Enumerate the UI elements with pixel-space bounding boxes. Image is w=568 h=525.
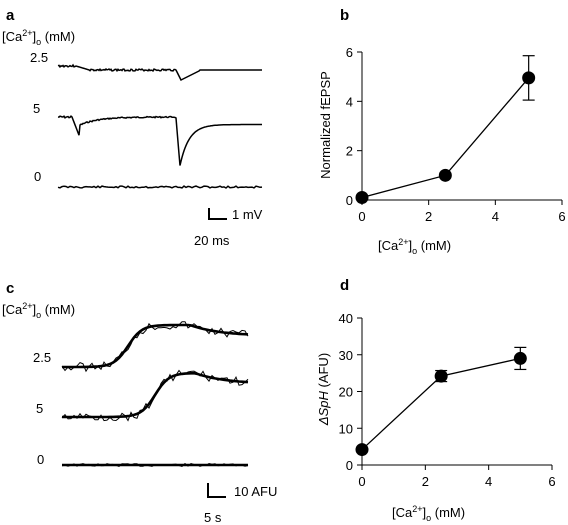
panel-d-ytick-label-10: 10 <box>339 421 353 436</box>
panel-b-point-1 <box>438 168 452 182</box>
panel-c-label-5: 5 <box>36 401 43 416</box>
panel-d-xtick-label-6: 6 <box>548 474 555 489</box>
panel-c-label-2.5: 2.5 <box>33 350 51 365</box>
panel-c-scalebar-x-label: 5 s <box>204 510 222 525</box>
panel-c-label-0: 0 <box>37 452 44 467</box>
panel-b-ytick-label-4: 4 <box>346 94 353 109</box>
panel-d-point-1 <box>434 369 448 383</box>
panel-b: b [Ca2+]o (mM) Normalized fEPSP 0 2 4 6 0 2 4 6 <box>318 7 566 256</box>
panel-b-xtick-label-6: 6 <box>558 209 565 224</box>
panel-d-ytick-label-30: 30 <box>339 348 353 363</box>
panel-a-label-5: 5 <box>33 101 40 116</box>
panel-b-xtick-label-4: 4 <box>492 209 499 224</box>
panel-a-trace-5 <box>57 115 262 166</box>
panel-d: d [Ca2+]o (mM) ΔSpH (AFU) 0 2 4 6 0 10 20 30 40 <box>316 277 556 523</box>
panel-a-trace-0 <box>57 185 263 189</box>
panel-d-ytick-label-20: 20 <box>339 385 353 400</box>
panel-c-trace-2.5-raw <box>61 321 249 373</box>
panel-d-xtick-label-0: 0 <box>358 474 365 489</box>
panel-b-xlabel: [Ca2+]o (mM) <box>378 237 451 256</box>
panel-a-letter: a <box>6 7 15 24</box>
panel-c-letter: c <box>6 280 14 297</box>
panel-d-ytick-label-40: 40 <box>339 311 353 326</box>
panel-d-ylabel: ΔSpH (AFU) <box>316 353 331 426</box>
panel-d-xtick-label-4: 4 <box>485 474 492 489</box>
panel-d-point-0 <box>355 443 369 457</box>
panel-b-ytick-label-6: 6 <box>346 45 353 60</box>
panel-d-point-2 <box>513 351 527 365</box>
panel-d-xlabel: [Ca2+]o (mM) <box>392 504 465 523</box>
panel-b-xtick-label-0: 0 <box>358 209 365 224</box>
panel-c-scalebar <box>207 483 226 498</box>
panel-a-scalebar <box>208 208 227 220</box>
panel-a: a [Ca2+]o (mM) 2.5 5 0 1 mV 20 ms <box>2 7 263 248</box>
panel-c-scalebar-y-label: 10 AFU <box>234 484 277 499</box>
panel-a-label-2.5: 2.5 <box>30 50 48 65</box>
panel-a-trace-2.5 <box>57 63 262 82</box>
panel-a-label-0: 0 <box>34 169 41 184</box>
panel-b-ytick-label-2: 2 <box>346 144 353 159</box>
panel-d-ytick-label-0: 0 <box>346 458 353 473</box>
panel-b-letter: b <box>340 7 349 24</box>
panel-a-scalebar-y-label: 1 mV <box>232 207 263 222</box>
panel-d-letter: d <box>340 277 349 294</box>
panel-d-xtick-label-2: 2 <box>422 474 429 489</box>
panel-c-header: [Ca2+]o (mM) <box>2 301 75 320</box>
panel-c: c [Ca2+]o (mM) 2.5 5 0 10 AFU 5 s <box>2 280 277 525</box>
panel-b-xtick-label-2: 2 <box>425 209 432 224</box>
panel-c-trace-5-smoothed <box>62 371 249 419</box>
panel-b-ytick-label-0: 0 <box>346 193 353 208</box>
panel-b-point-0 <box>355 191 369 205</box>
panel-b-ylabel: Normalized fEPSP <box>318 71 333 179</box>
panel-a-scalebar-x-label: 20 ms <box>194 233 230 248</box>
panel-c-trace-2.5-smoothed <box>62 323 249 369</box>
panel-b-point-2 <box>522 71 536 85</box>
panel-a-header: [Ca2+]o (mM) <box>2 28 75 47</box>
